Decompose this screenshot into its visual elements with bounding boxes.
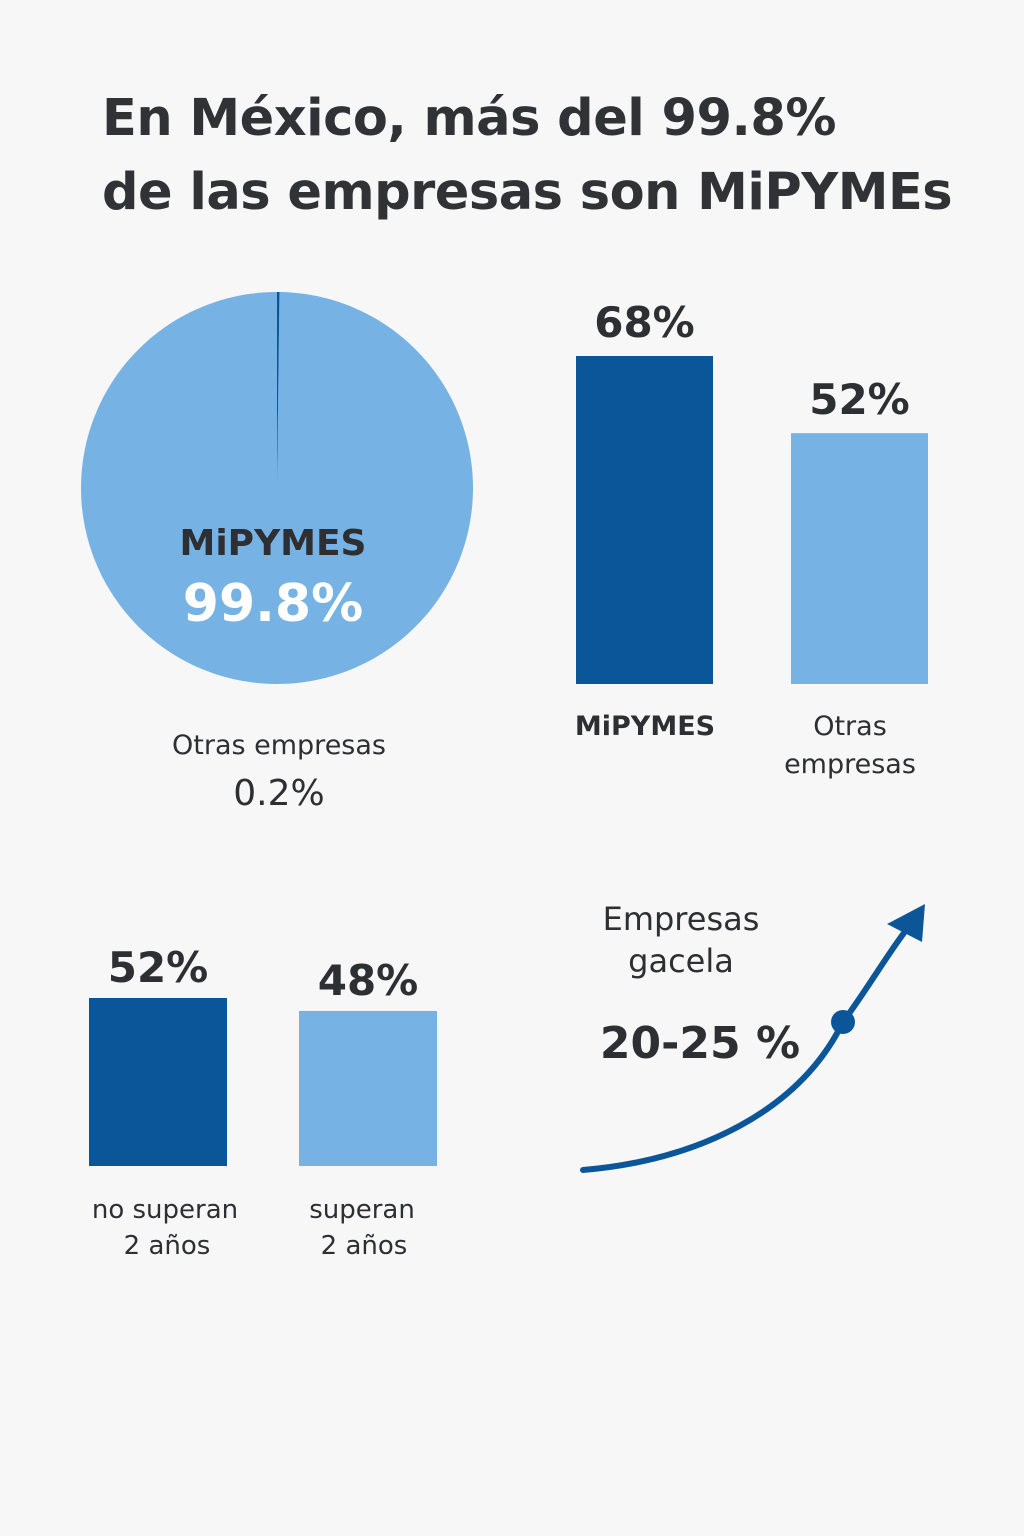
pie-slice-value-otras-empresas: 0.2% <box>233 773 324 814</box>
bar-otras-empresas <box>791 433 928 684</box>
bar-superan <box>299 1010 437 1166</box>
bar-category-label-superan-2-anos: 2 años <box>321 1231 408 1261</box>
growth-label-gacela: gacela <box>628 942 734 980</box>
bar-category-label-otras: Otras <box>813 711 887 742</box>
pie-chart: MiPYMES 99.8% Otras empresas 0.2% <box>81 292 474 814</box>
arrow-up-icon <box>887 904 925 942</box>
title-line-2: de las empresas son MiPYMEs <box>102 163 953 222</box>
growth-value-label: 20-25 % <box>600 1018 800 1069</box>
bar-category-label-mipymes: MiPYMES <box>575 711 715 742</box>
growth-label-empresas: Empresas <box>603 900 760 938</box>
bar-category-label-no-superan: no superan <box>92 1195 238 1225</box>
pie-slice-mipymes <box>81 292 474 684</box>
bar-chart-survival: 52% 48% no superan 2 años superan 2 años <box>89 943 437 1261</box>
pie-slice-otras-empresas <box>277 292 280 488</box>
bar-value-label-otras-empresas: 52% <box>809 375 910 424</box>
page-title: En México, más del 99.8% de las empresas… <box>102 82 1002 230</box>
bar-no-superan <box>89 998 227 1166</box>
pie-slice-label-otras-empresas: Otras empresas <box>172 730 386 761</box>
bar-value-label-mipymes: 68% <box>594 298 695 347</box>
growth-curve-chart: Empresas gacela 20-25 % <box>580 900 925 1173</box>
bar-chart-share: 68% 52% MiPYMES Otras empresas <box>575 298 928 780</box>
title-line-1: En México, más del 99.8% <box>102 89 836 148</box>
growth-point-marker <box>831 1010 855 1034</box>
bar-value-label-no-superan: 52% <box>108 943 209 992</box>
pie-slice-label-mipymes: MiPYMES <box>180 523 367 564</box>
pie-slice-value-mipymes: 99.8% <box>183 574 363 634</box>
bar-mipymes <box>576 356 713 684</box>
bar-category-label-superan: superan <box>309 1195 415 1225</box>
bar-value-label-superan: 48% <box>318 956 419 1005</box>
growth-trend-line <box>580 922 913 1173</box>
bar-category-label-no-superan-2-anos: 2 años <box>124 1231 211 1261</box>
bar-category-label-empresas: empresas <box>784 749 916 780</box>
